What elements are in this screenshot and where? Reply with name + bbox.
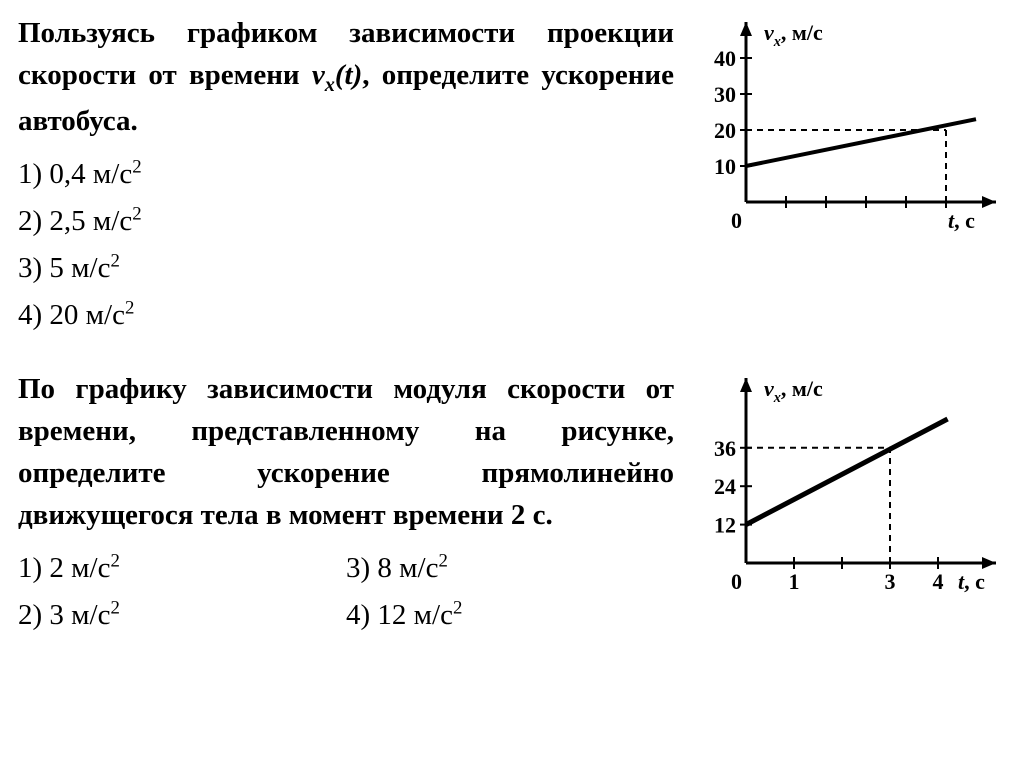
svg-text:4: 4 bbox=[933, 569, 944, 594]
problem-2-text: По графику зависимости модуля скорости о… bbox=[18, 368, 686, 640]
velocity-time-chart-2: 12 24 36 1 3 4 vx, м/с 0 t, с bbox=[686, 368, 1006, 598]
option-3: 3) 5 м/с2 bbox=[18, 246, 674, 291]
svg-text:0: 0 bbox=[731, 208, 742, 232]
svg-text:t, с: t, с bbox=[948, 208, 975, 232]
svg-text:30: 30 bbox=[714, 82, 736, 107]
option-4: 4) 12 м/с2 bbox=[346, 593, 674, 638]
option-3: 3) 8 м/с2 bbox=[346, 546, 674, 591]
svg-text:40: 40 bbox=[714, 46, 736, 71]
option-2: 2) 2,5 м/с2 bbox=[18, 199, 674, 244]
problem-1: Пользуясь графиком зависимости проекции … bbox=[18, 12, 1006, 340]
option-1: 1) 0,4 м/с2 bbox=[18, 152, 674, 197]
svg-text:0: 0 bbox=[731, 569, 742, 594]
option-2: 2) 3 м/с2 bbox=[18, 593, 346, 638]
svg-text:t, с: t, с bbox=[958, 569, 985, 594]
svg-text:20: 20 bbox=[714, 118, 736, 143]
svg-text:36: 36 bbox=[714, 436, 736, 461]
options-left: 1) 2 м/с2 2) 3 м/с2 bbox=[18, 546, 346, 640]
svg-text:3: 3 bbox=[885, 569, 896, 594]
problem-1-options: 1) 0,4 м/с2 2) 2,5 м/с2 3) 5 м/с2 4) 20 … bbox=[18, 152, 674, 338]
svg-text:10: 10 bbox=[714, 154, 736, 179]
problem-1-text: Пользуясь графиком зависимости проекции … bbox=[18, 12, 686, 340]
svg-text:vx, м/с: vx, м/с bbox=[764, 376, 823, 406]
problem-1-chart: 10 20 30 40 vx, м/с 0 t, с bbox=[686, 12, 1006, 232]
svg-text:1: 1 bbox=[789, 569, 800, 594]
options-right: 3) 8 м/с2 4) 12 м/с2 bbox=[346, 546, 674, 640]
problem-2-chart: 12 24 36 1 3 4 vx, м/с 0 t, с bbox=[686, 368, 1006, 598]
problem-2-options: 1) 2 м/с2 2) 3 м/с2 3) 8 м/с2 4) 12 м/с2 bbox=[18, 546, 674, 640]
problem-2-prompt: По графику зависимости модуля скорости о… bbox=[18, 368, 674, 536]
svg-text:vx, м/с: vx, м/с bbox=[764, 20, 823, 50]
option-1: 1) 2 м/с2 bbox=[18, 546, 346, 591]
problem-2: По графику зависимости модуля скорости о… bbox=[18, 368, 1006, 640]
velocity-time-chart-1: 10 20 30 40 vx, м/с 0 t, с bbox=[686, 12, 1006, 232]
svg-text:12: 12 bbox=[714, 513, 736, 538]
option-4: 4) 20 м/с2 bbox=[18, 293, 674, 338]
svg-text:24: 24 bbox=[714, 474, 736, 499]
problem-1-prompt: Пользуясь графиком зависимости проекции … bbox=[18, 12, 674, 142]
